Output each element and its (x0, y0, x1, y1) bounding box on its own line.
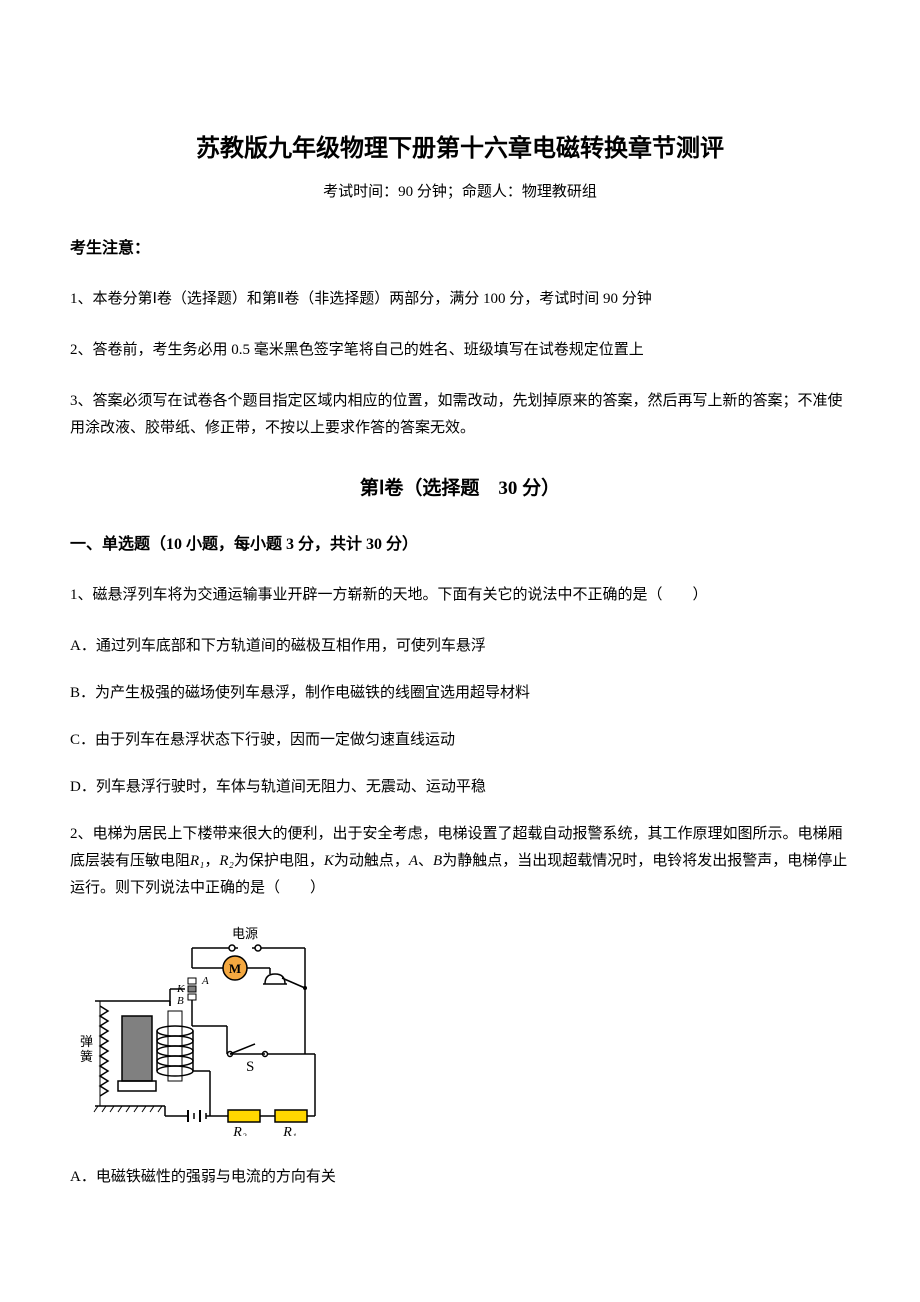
circuit-diagram: 电源 M A K B (70, 926, 850, 1136)
svg-text:簧: 簧 (80, 1049, 93, 1064)
q2-text-p3: 为保护电阻， (234, 853, 324, 869)
q2-r2: R₂ (219, 853, 233, 869)
q2-text-p4: 为动触点， (334, 853, 409, 869)
q2-option-a: A．电磁铁磁性的强弱与电流的方向有关 (70, 1164, 850, 1191)
document-title: 苏教版九年级物理下册第十六章电磁转换章节测评 (70, 130, 850, 168)
q1-option-d: D．列车悬浮行驶时，车体与轨道间无阻力、无震动、运动平稳 (70, 774, 850, 801)
q2-b: B (433, 853, 442, 869)
q1-option-b: B．为产生极强的磁场使列车悬浮，制作电磁铁的线圈宜选用超导材料 (70, 680, 850, 707)
document-subtitle: 考试时间：90 分钟；命题人：物理教研组 (70, 180, 850, 204)
notice-item-3: 3、答案必须写在试卷各个题目指定区域内相应的位置，如需改动，先划掉原来的答案，然… (70, 388, 850, 442)
q1-option-a: A．通过列车底部和下方轨道间的磁极互相作用，可使列车悬浮 (70, 633, 850, 660)
notice-header: 考生注意： (70, 236, 850, 262)
q2-text-p2: ， (204, 853, 219, 869)
svg-text:R₂: R₂ (232, 1125, 247, 1136)
q1-option-c: C．由于列车在悬浮状态下行驶，因而一定做匀速直线运动 (70, 727, 850, 754)
q2-r1: R₁ (190, 853, 204, 869)
section-1-header: 第Ⅰ卷（选择题 30 分） (70, 474, 850, 504)
svg-text:M: M (229, 961, 241, 976)
question-1: 1、磁悬浮列车将为交通运输事业开辟一方崭新的天地。下面有关它的说法中不正确的是（… (70, 582, 850, 609)
svg-text:弹: 弹 (80, 1034, 93, 1049)
subsection-header: 一、单选题（10 小题，每小题 3 分，共计 30 分） (70, 532, 850, 558)
notice-item-1: 1、本卷分第Ⅰ卷（选择题）和第Ⅱ卷（非选择题）两部分，满分 100 分，考试时间… (70, 286, 850, 313)
q2-k: K (324, 853, 334, 869)
svg-text:A: A (201, 975, 209, 987)
q2-a: A (409, 853, 418, 869)
notice-item-2: 2、答卷前，考生务必用 0.5 毫米黑色签字笔将自己的姓名、班级填写在试卷规定位… (70, 337, 850, 364)
svg-text:R₁: R₁ (282, 1125, 296, 1136)
svg-text:S: S (246, 1059, 254, 1075)
svg-text:B: B (177, 995, 184, 1007)
question-2: 2、电梯为居民上下楼带来很大的便利，出于安全考虑，电梯设置了超载自动报警系统，其… (70, 821, 850, 902)
q2-text-p5: 、 (418, 853, 433, 869)
power-label: 电源 (232, 926, 258, 941)
